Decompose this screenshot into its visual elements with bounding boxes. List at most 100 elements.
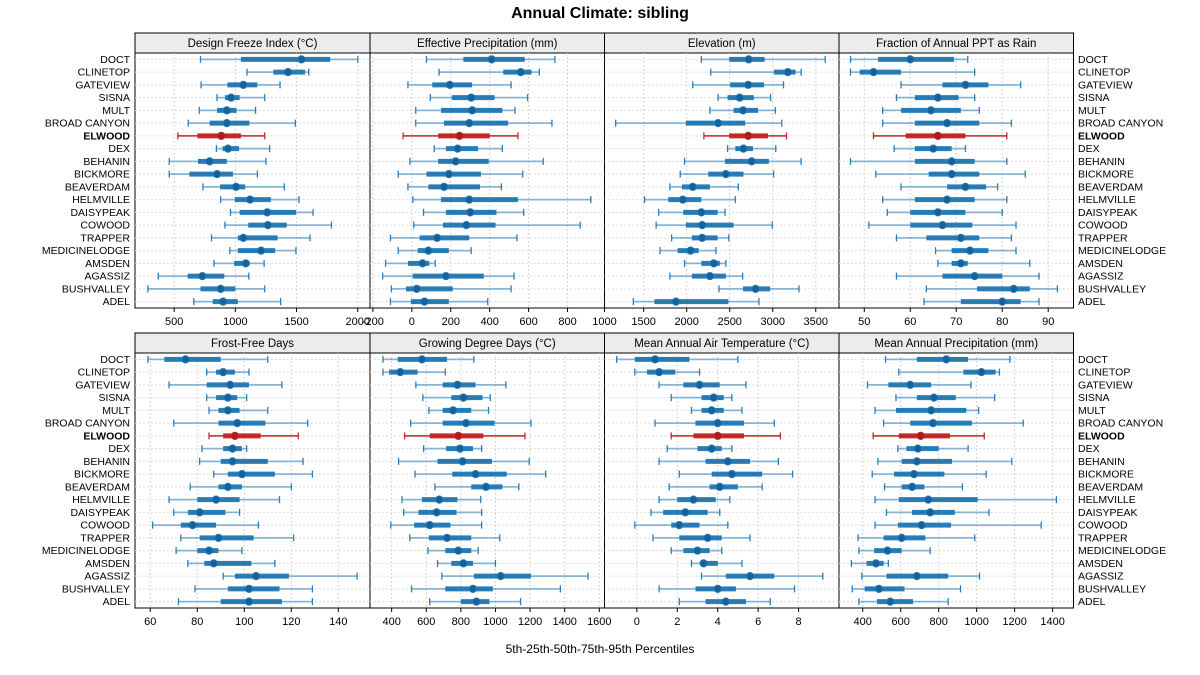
- station-label-left: BEAVERDAM: [65, 181, 130, 193]
- series-elwood: [872, 131, 1008, 140]
- series-helmville: [220, 195, 300, 204]
- station-label-left: DAISYPEAK: [70, 507, 130, 519]
- median-dot: [965, 246, 975, 255]
- median-dot: [412, 284, 421, 293]
- median-dot: [928, 419, 938, 428]
- series-clinetop: [898, 368, 1001, 377]
- median-dot: [467, 93, 476, 102]
- series-sisna: [670, 393, 733, 402]
- series-beaverdam: [883, 482, 964, 491]
- series-clinetop: [438, 68, 540, 77]
- median-dot: [454, 431, 463, 440]
- station-label-right: BICKMORE: [1078, 469, 1134, 481]
- station-label-right: DOCT: [1078, 354, 1108, 366]
- series-bickmore: [679, 170, 775, 179]
- median-dot: [458, 457, 467, 466]
- median-dot: [926, 508, 935, 517]
- median-dot: [913, 444, 922, 453]
- median-dot: [223, 406, 232, 415]
- series-clinetop: [382, 368, 446, 377]
- station-label-left: SISNA: [98, 92, 130, 104]
- axis-tick-label: 1200: [1002, 616, 1026, 628]
- station-label-left: TRAPPER: [80, 232, 130, 244]
- panel-title: Mean Annual Precipitation (mm): [874, 338, 1038, 350]
- median-dot: [466, 208, 475, 217]
- median-dot: [481, 482, 491, 491]
- median-dot: [459, 393, 468, 402]
- median-dot: [926, 106, 936, 115]
- median-dot: [396, 368, 405, 377]
- series-broad-canyon: [415, 119, 553, 128]
- axis-tick-label: 500: [165, 316, 183, 328]
- station-label-right: MULT: [1078, 405, 1106, 417]
- axis-tick-label: 1400: [1040, 616, 1064, 628]
- median-dot: [693, 546, 702, 555]
- series-behanin: [849, 157, 1008, 166]
- panel-title: Design Freeze Index (°C): [188, 38, 318, 50]
- median-dot: [420, 297, 429, 306]
- station-label-left: BEHANIN: [83, 456, 130, 468]
- series-amsden: [937, 259, 1031, 268]
- series-adel: [389, 297, 489, 306]
- station-label-right: SISNA: [1078, 92, 1110, 104]
- series-bickmore: [168, 170, 259, 179]
- series-agassiz: [157, 272, 250, 281]
- station-label-right: BROAD CANYON: [1078, 118, 1163, 130]
- median-dot: [233, 419, 242, 428]
- median-dot: [970, 272, 979, 281]
- series-bushvalley: [851, 584, 962, 593]
- median-dot: [947, 170, 956, 179]
- median-dot: [465, 195, 474, 204]
- station-label-right: MULT: [1078, 105, 1106, 117]
- series-behanin: [168, 157, 267, 166]
- series-helmville: [882, 195, 1008, 204]
- series-elwood: [402, 131, 519, 140]
- median-dot: [228, 444, 237, 453]
- series-medicinelodge: [427, 546, 479, 555]
- panel-title: Fraction of Annual PPT as Rain: [876, 38, 1036, 50]
- median-dot: [487, 55, 496, 64]
- median-dot: [709, 259, 718, 268]
- station-label-left: GATEVIEW: [75, 79, 130, 91]
- median-dot: [874, 584, 883, 593]
- median-dot: [219, 297, 228, 306]
- median-dot: [739, 144, 748, 153]
- panel: Mean Annual Precipitation (mm) 400 600 800 1…: [838, 332, 1074, 628]
- axis-tick-label: 120: [282, 616, 300, 628]
- series-doct: [382, 355, 475, 364]
- median-dot: [689, 495, 698, 504]
- series-mult: [198, 106, 257, 115]
- median-dot: [956, 259, 965, 268]
- station-label-left: AGASSIZ: [84, 271, 130, 283]
- series-bushvalley: [410, 584, 562, 593]
- median-dot: [256, 246, 266, 255]
- median-dot: [209, 559, 218, 568]
- series-elwood: [177, 131, 266, 140]
- series-medicinelodge: [934, 246, 1017, 255]
- axis-tick-label: 200: [442, 316, 460, 328]
- median-dot: [744, 55, 753, 64]
- median-dot: [707, 406, 716, 415]
- axis-tick-label: 800: [930, 616, 948, 628]
- series-trapper: [857, 533, 976, 542]
- station-label-right: TRAPPER: [1078, 532, 1128, 544]
- panel: Design Freeze Index (°C) 500 1000 1500 2000: [134, 32, 371, 328]
- series-cowood: [151, 521, 260, 530]
- series-bickmore: [871, 470, 987, 479]
- median-dot: [297, 55, 306, 64]
- series-adel: [177, 597, 314, 606]
- axis-tick-label: 140: [329, 616, 347, 628]
- station-label-left: ELWOOD: [83, 430, 130, 442]
- station-label-right: MEDICINELODGE: [1078, 245, 1166, 257]
- median-dot: [721, 170, 730, 179]
- series-bushvalley: [390, 284, 512, 293]
- series-doct: [849, 55, 969, 64]
- series-clinetop: [246, 68, 310, 77]
- series-behanin: [397, 457, 530, 466]
- panel-frame: [369, 352, 605, 609]
- series-doct: [425, 55, 556, 64]
- median-dot: [705, 272, 715, 281]
- series-daisypeak: [422, 208, 525, 217]
- series-trapper: [389, 233, 518, 242]
